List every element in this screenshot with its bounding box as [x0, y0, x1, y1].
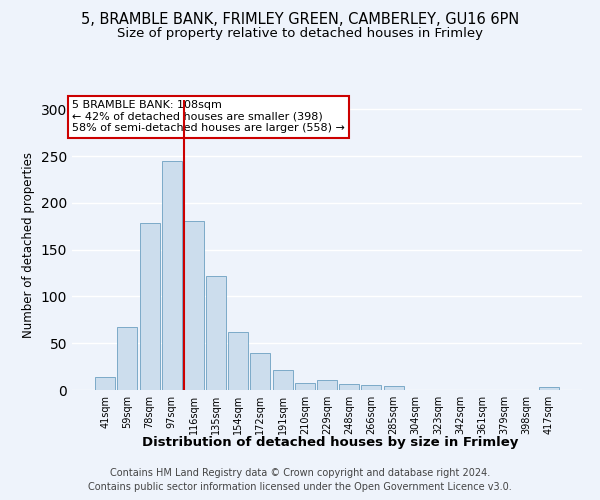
Bar	[383, 386, 404, 390]
Bar	[118, 328, 137, 390]
Text: 5 BRAMBLE BANK: 108sqm
← 42% of detached houses are smaller (398)
58% of semi-de: 5 BRAMBLE BANK: 108sqm ← 42% of detached…	[72, 100, 345, 133]
Bar	[184, 220, 204, 390]
Text: Distribution of detached houses by size in Frimley: Distribution of detached houses by size …	[142, 436, 518, 449]
Bar	[250, 352, 271, 390]
Bar	[317, 380, 337, 390]
Bar	[228, 332, 248, 390]
Text: Contains HM Land Registry data © Crown copyright and database right 2024.
Contai: Contains HM Land Registry data © Crown c…	[88, 468, 512, 492]
Bar	[539, 387, 559, 390]
Bar	[140, 224, 160, 390]
Bar	[206, 276, 226, 390]
Bar	[162, 161, 182, 390]
Bar	[339, 384, 359, 390]
Text: Size of property relative to detached houses in Frimley: Size of property relative to detached ho…	[117, 28, 483, 40]
Bar	[295, 382, 315, 390]
Bar	[95, 377, 115, 390]
Y-axis label: Number of detached properties: Number of detached properties	[22, 152, 35, 338]
Bar	[361, 386, 382, 390]
Text: 5, BRAMBLE BANK, FRIMLEY GREEN, CAMBERLEY, GU16 6PN: 5, BRAMBLE BANK, FRIMLEY GREEN, CAMBERLE…	[81, 12, 519, 28]
Bar	[272, 370, 293, 390]
